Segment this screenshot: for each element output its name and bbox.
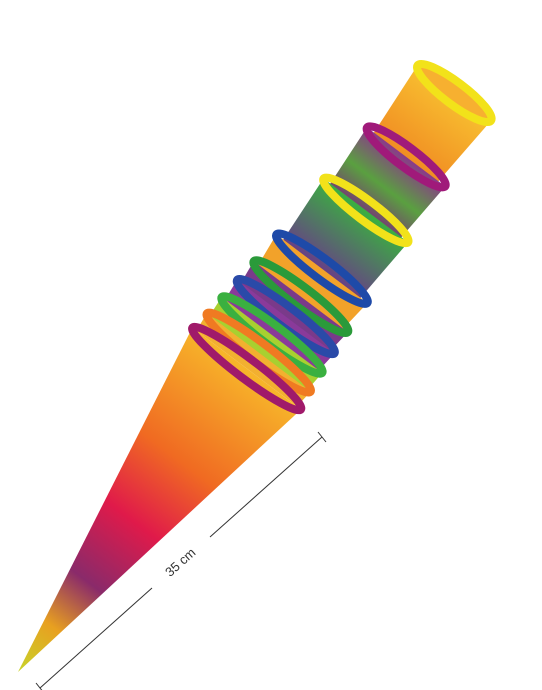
- rim: [271, 229, 372, 308]
- cup: [280, 178, 409, 302]
- cone: [18, 327, 301, 672]
- rim: [412, 59, 496, 127]
- rim: [188, 322, 306, 415]
- rim: [249, 256, 353, 338]
- cup: [253, 234, 368, 336]
- cone-stack: [18, 59, 496, 672]
- dimension-segment: [39, 587, 153, 689]
- rim: [217, 292, 327, 378]
- rim: [319, 173, 413, 248]
- dimension-end: [35, 682, 43, 690]
- cup: [325, 127, 446, 244]
- rim: [362, 122, 450, 192]
- dimension-segment: [209, 436, 323, 538]
- dimension-end: [317, 431, 327, 443]
- dimension-label: 35 cm: [162, 545, 198, 580]
